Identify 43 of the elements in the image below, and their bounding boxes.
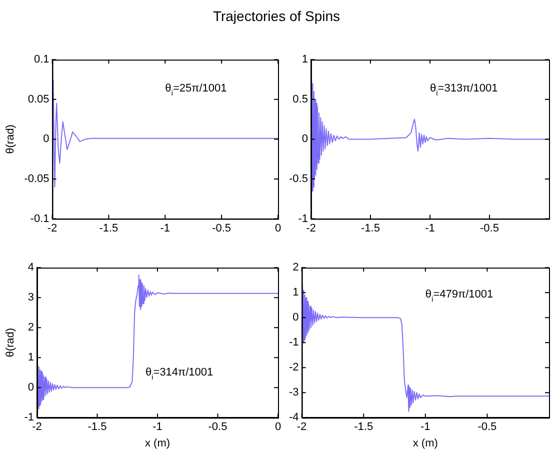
x-tick-label: -0.5 [478, 421, 497, 434]
y-tick-label: 0 [43, 133, 50, 146]
y-tick-label: 0.5 [292, 93, 308, 106]
y-axis-title: θ(rad) [4, 328, 17, 358]
chart-title: Trajectories of Spins [212, 8, 342, 24]
y-tick-label: 2 [292, 262, 299, 274]
y-tick-label: 0.1 [34, 54, 50, 66]
y-tick-label: 2 [28, 322, 34, 334]
y-tick-label: -2 [289, 362, 299, 374]
y-tick-label: 4 [28, 262, 34, 274]
x-axis-title: x (m) [144, 437, 170, 450]
y-tick-label: -0.1 [30, 212, 50, 225]
y-tick-label: -0.5 [288, 173, 308, 186]
x-tick-label: -1 [420, 421, 430, 434]
y-tick-label: 3 [28, 292, 34, 304]
x-tick-label: -1 [160, 222, 170, 234]
y-tick-label: 1 [302, 54, 308, 66]
y-axis-title: θ(rad) [4, 124, 17, 154]
x-tick-label: -1.5 [354, 421, 374, 434]
x-tick-label: -1 [425, 222, 435, 234]
x-axis-title: x (m) [412, 437, 438, 450]
x-tick-label: -0.5 [208, 421, 228, 434]
x-tick-label: -1 [152, 421, 162, 434]
y-tick-label: -1 [298, 212, 308, 225]
y-tick-label: -3 [289, 386, 299, 399]
y-tick-label: -1 [24, 412, 34, 424]
y-tick-label: 0.05 [28, 93, 50, 106]
x-tick-label: -2 [47, 222, 58, 234]
x-tick-label: -1.5 [88, 421, 107, 434]
y-tick-label: 1 [28, 352, 34, 364]
y-tick-label: -4 [289, 412, 299, 424]
y-tick-label: 0 [302, 133, 308, 146]
x-tick-label: -0.5 [480, 222, 499, 234]
y-tick-label: 0 [292, 312, 299, 324]
x-tick-label: -1.5 [360, 222, 380, 234]
x-tick-label: -1.5 [99, 222, 118, 234]
y-tick-label: -1 [289, 336, 299, 349]
x-tick-label: 0 [274, 421, 282, 434]
x-tick-label: -0.5 [212, 222, 232, 234]
y-tick-label: 0 [28, 382, 34, 394]
y-tick-label: 1 [292, 286, 299, 299]
y-tick-label: -0.05 [24, 173, 50, 186]
x-tick-label: 0 [274, 222, 282, 234]
